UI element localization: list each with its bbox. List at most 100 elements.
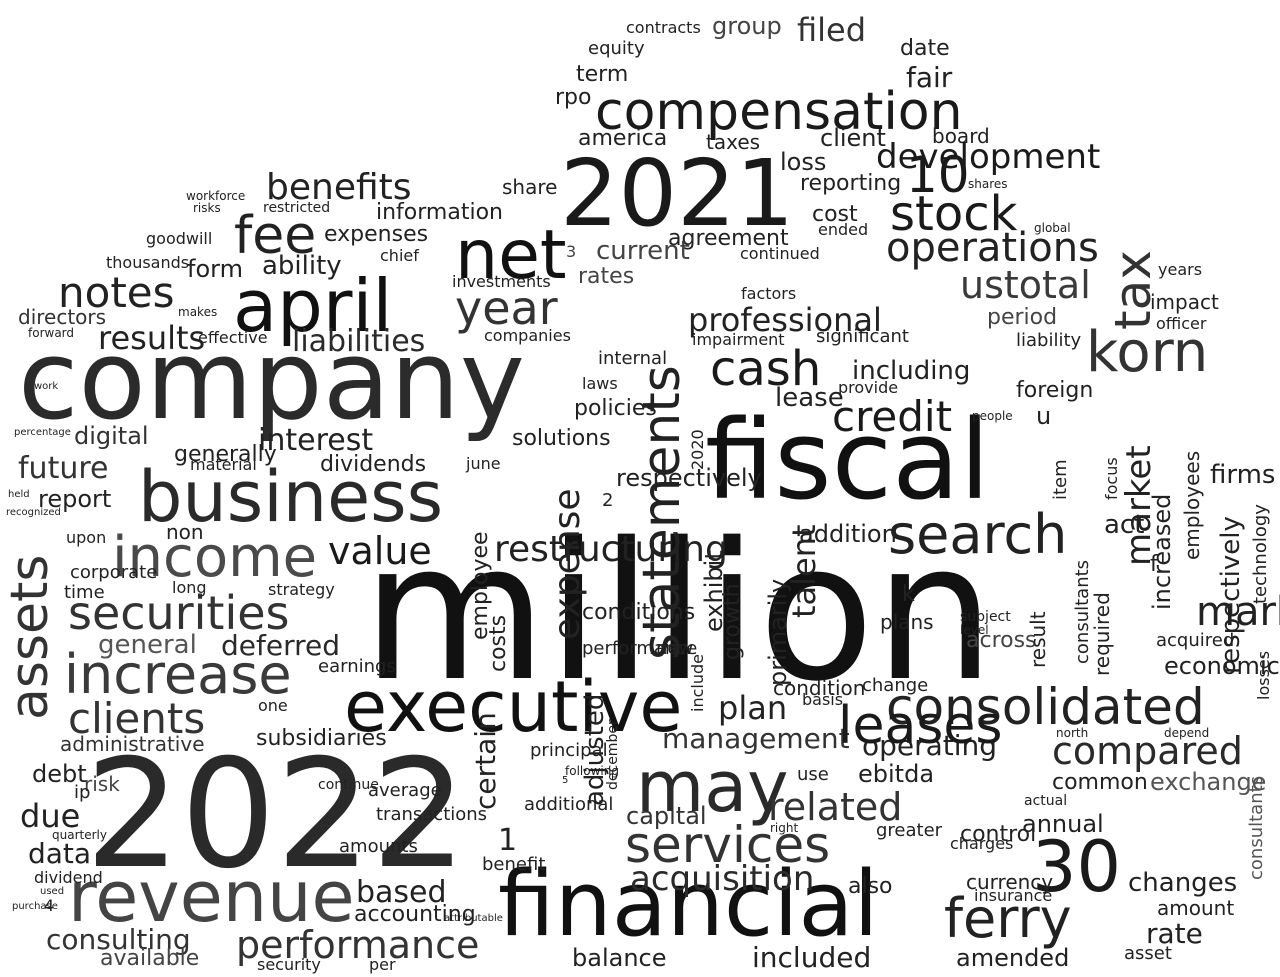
word-workforce: attributable <box>444 913 503 924</box>
word-future: future <box>18 451 109 486</box>
word-information: information <box>376 200 503 225</box>
word-general: general <box>98 630 197 660</box>
word-ustotal: ustotal <box>960 263 1091 307</box>
word-assets: assets <box>0 554 60 720</box>
word-conditions: security <box>257 955 321 974</box>
word-interest: interest <box>258 423 374 458</box>
word-term: term <box>576 62 629 87</box>
word-10: 10 <box>906 146 970 204</box>
word-ended: internal <box>598 348 668 369</box>
word-form: form <box>187 255 243 283</box>
word-12: 2 <box>602 490 614 511</box>
word-operating: operating <box>862 729 998 762</box>
word-per: control <box>960 822 1037 847</box>
word-statements: statements <box>632 365 692 660</box>
word-period: period <box>987 305 1058 330</box>
word-notes: notes <box>58 268 175 317</box>
word-firms: used <box>40 886 65 897</box>
word-subsidiaries: subsidiaries <box>256 726 387 751</box>
word-1: leases <box>838 696 1003 756</box>
word-liabilities: liabilities <box>292 324 426 359</box>
word-provide: provide <box>838 378 899 397</box>
word-u: firms <box>1210 460 1276 490</box>
word-april: april <box>233 264 393 348</box>
word-6: respectively <box>616 464 762 492</box>
word-securities: securities <box>68 586 290 640</box>
word-accounting: accounting <box>354 902 476 927</box>
word-taxes: taxes <box>706 130 761 154</box>
word-income: income <box>112 525 318 590</box>
word-employee: growth <box>720 583 745 660</box>
word-insurance: asset <box>1124 943 1172 964</box>
word-right: subject <box>960 609 1011 625</box>
word-attributable: continued <box>740 244 820 263</box>
word-earnings: benefit <box>482 854 546 875</box>
word-filed: filed <box>797 11 867 49</box>
word-korn: korn <box>1086 320 1209 385</box>
word-administrative: administrative <box>60 732 205 756</box>
word-development: depend <box>1164 726 1210 740</box>
word-basis: plans <box>880 610 934 634</box>
word-performance: performance <box>236 923 480 967</box>
word-thousands: thousands <box>106 253 190 272</box>
word-december: people <box>972 409 1013 423</box>
word-marketable: actual <box>1024 793 1068 809</box>
word-annual: annual <box>1022 810 1104 838</box>
word-current: policies <box>574 396 657 421</box>
word-focus: purchase <box>12 901 58 912</box>
word-recorded: employee <box>468 531 493 640</box>
word-operations: operations <box>886 225 1099 271</box>
word-2022: 2022 <box>85 728 467 902</box>
word-company: company <box>18 316 525 444</box>
word-dividend: forward <box>28 326 75 340</box>
word-new: conditions <box>582 600 696 625</box>
word-talent: talent <box>785 524 823 618</box>
word-fiscal: fiscal <box>705 396 991 524</box>
word-result: economic <box>1164 652 1280 680</box>
word-restructuring: north <box>1056 726 1089 740</box>
word-search: search <box>888 503 1068 566</box>
word-economic: required <box>1090 592 1114 676</box>
word-additional: change <box>862 675 929 696</box>
word-employees: employees <box>1180 450 1204 560</box>
word-factors: factors <box>741 284 797 303</box>
word-amended: amended <box>956 944 1070 972</box>
word-acquired: result <box>1026 611 1050 668</box>
word-amount: consultants <box>1246 775 1267 880</box>
word-currency: currency <box>966 870 1054 894</box>
word-companies: strategy <box>268 580 335 599</box>
word-financial: financial <box>498 852 879 957</box>
word-credit: credit <box>832 392 953 441</box>
word-laws: upon <box>66 528 107 547</box>
word-ferry: ferry <box>944 887 1072 950</box>
word-related: related <box>768 785 903 829</box>
word-strategy: one <box>258 696 288 715</box>
word-policies: material <box>190 455 257 474</box>
word-deferred: deferred <box>221 629 340 662</box>
word-loss: loss <box>780 148 827 176</box>
word-shares: effective <box>198 328 268 347</box>
word-solutions: non <box>166 520 204 544</box>
word-rpo: rpo <box>555 85 592 110</box>
word-primarily: primarily <box>764 578 792 686</box>
word-digital: digital <box>74 422 149 450</box>
word-5: generally <box>174 442 277 467</box>
word-rate: rate <box>1146 917 1203 950</box>
word-equity: equity <box>588 38 645 59</box>
word-acquisition: acquisition <box>630 859 815 899</box>
word-consulting: consulting <box>46 923 191 956</box>
word-item: item <box>1050 459 1071 500</box>
word-data: data <box>28 837 92 870</box>
word-lease: lease <box>775 383 844 413</box>
word-rates: rates <box>578 264 635 289</box>
word-recognized: restricted <box>263 200 331 216</box>
word-leases: quarterly <box>52 828 107 842</box>
word-expenses: expenses <box>324 222 429 247</box>
word-long: earnings <box>318 656 396 677</box>
word-non: amounts <box>339 836 418 857</box>
word-significant: significant <box>816 326 909 347</box>
word-purchase: workforce <box>186 189 246 203</box>
word-directors: directors <box>18 305 107 329</box>
word-foreign: foreign <box>1016 378 1094 403</box>
